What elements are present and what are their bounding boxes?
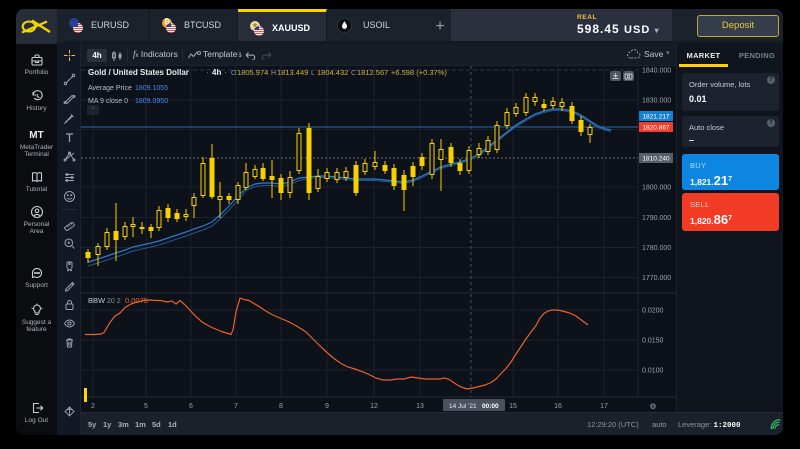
svg-text:0.0075: 0.0075 [125,296,148,305]
svg-text:16: 16 [554,403,562,410]
svg-text:⚙: ⚙ [649,402,656,411]
svg-text:1813.449: 1813.449 [277,68,308,77]
svg-text:1800.000: 1800.000 [642,185,671,192]
svg-text:1809.0950: 1809.0950 [135,98,168,105]
svg-text:13: 13 [416,403,424,410]
svg-text:7: 7 [234,403,238,410]
svg-text:0.0200: 0.0200 [642,308,664,315]
svg-text:1821.217: 1821.217 [642,114,669,121]
svg-text:·: · [206,68,209,77]
svg-text:Average Price: Average Price [88,85,132,92]
svg-text:1820.867: 1820.867 [642,125,669,132]
svg-text:ˆ: ˆ [92,108,95,115]
svg-text:1809.1055: 1809.1055 [135,85,168,92]
svg-text:1810.240: 1810.240 [642,156,669,163]
svg-text:8: 8 [279,403,283,410]
svg-text:1840.000: 1840.000 [642,68,671,75]
svg-text:4h: 4h [212,68,221,77]
svg-text:Gold / United States Dollar: Gold / United States Dollar [88,68,189,77]
svg-text:O: O [231,70,237,77]
svg-text:1804.432: 1804.432 [317,68,348,77]
svg-text:14 Jul '21: 14 Jul '21 [449,403,477,410]
svg-text:17: 17 [600,403,608,410]
svg-text:1780.000: 1780.000 [642,245,671,252]
svg-text:2: 2 [91,403,95,410]
svg-text:L: L [311,70,315,77]
svg-text:MA 9 close 0: MA 9 close 0 [88,98,128,105]
svg-text:1770.000: 1770.000 [642,275,671,282]
svg-text:1790.000: 1790.000 [642,215,671,222]
svg-text:0.0100: 0.0100 [642,368,664,375]
svg-text:5: 5 [144,403,148,410]
svg-text:BBW: BBW [88,296,106,305]
svg-text:12: 12 [370,403,378,410]
svg-text:·: · [224,68,227,77]
svg-text:+6.598 (+0.37%): +6.598 (+0.37%) [391,68,447,77]
svg-text:15: 15 [509,403,517,410]
svg-text:9: 9 [325,403,329,410]
svg-text:1812.567: 1812.567 [357,68,388,77]
svg-text:C: C [351,70,356,77]
svg-text:00:00: 00:00 [482,403,499,410]
svg-text:20 2: 20 2 [107,298,121,305]
svg-text:6: 6 [189,403,193,410]
svg-text:0.0150: 0.0150 [642,338,664,345]
svg-text:1805.974: 1805.974 [237,68,268,77]
svg-text:H: H [271,70,276,77]
svg-text:1830.000: 1830.000 [642,98,671,105]
